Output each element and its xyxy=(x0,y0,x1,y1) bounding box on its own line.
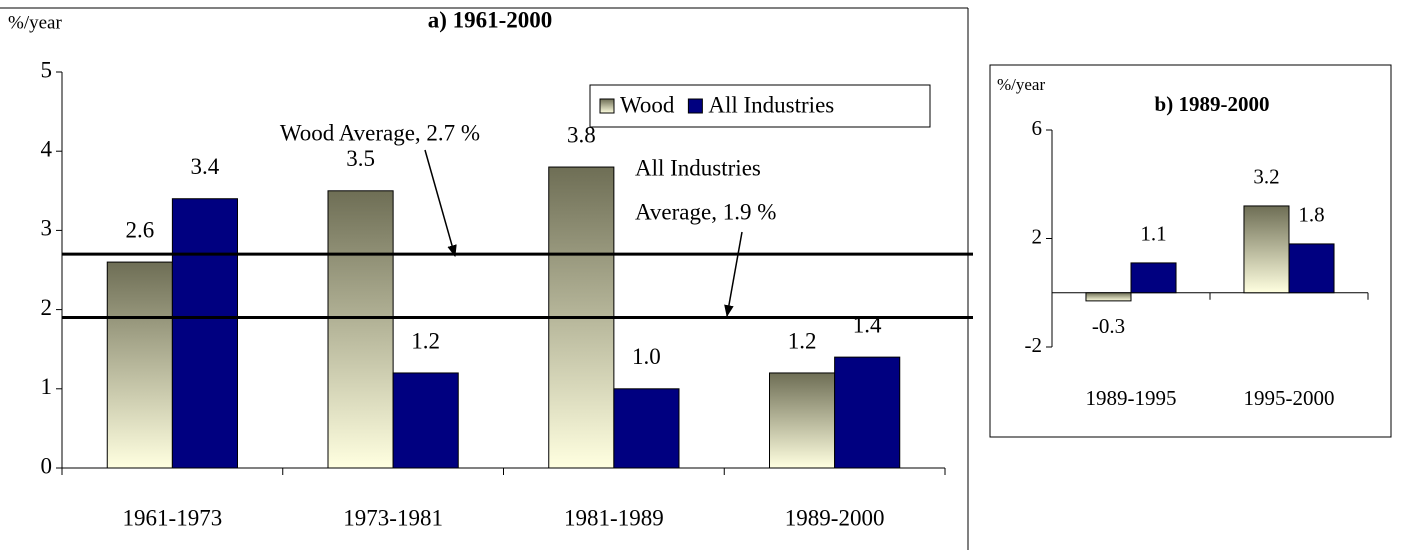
y-tick-label: 1 xyxy=(41,374,53,399)
bar xyxy=(613,388,680,469)
data-label: 1.1 xyxy=(1140,221,1166,245)
annotation: Wood Average, 2.7 % xyxy=(280,120,480,145)
y-axis-label: %/year xyxy=(997,75,1045,94)
y-tick-label: 2 xyxy=(41,295,53,320)
bar xyxy=(1288,243,1335,294)
frame xyxy=(989,64,1392,438)
data-label: 3.4 xyxy=(191,154,220,179)
x-tick-label: 1961-1973 xyxy=(123,505,223,530)
chart-title: b) 1989-2000 xyxy=(1155,92,1270,116)
y-axis-label: %/year xyxy=(8,12,62,33)
bar xyxy=(1085,292,1132,302)
x-tick-label: 1973-1981 xyxy=(343,505,443,530)
y-tick-label: 6 xyxy=(1032,116,1043,140)
data-label: 1.8 xyxy=(1298,202,1324,226)
bar xyxy=(106,261,173,469)
legend-swatch xyxy=(687,98,703,114)
legend-label: All Industries xyxy=(708,92,834,117)
x-tick-label: 1989-1995 xyxy=(1086,386,1177,410)
bar xyxy=(392,372,459,469)
y-tick-label: 0 xyxy=(41,453,53,478)
y-tick-label: 2 xyxy=(1032,224,1043,248)
annotation-arrow xyxy=(724,231,743,318)
x-tick-label: 1989-2000 xyxy=(785,505,885,530)
bar xyxy=(327,190,394,469)
y-tick-label: 5 xyxy=(41,57,53,82)
data-label: -0.3 xyxy=(1092,314,1125,338)
legend-swatch xyxy=(599,98,615,114)
legend-box xyxy=(589,84,931,128)
bar xyxy=(171,198,238,469)
x-tick-label: 1981-1989 xyxy=(564,505,664,530)
data-label: 1.2 xyxy=(411,328,440,353)
data-label: 1.0 xyxy=(632,344,661,369)
bar xyxy=(834,356,901,469)
y-tick-label: 4 xyxy=(41,136,53,161)
data-label: 1.2 xyxy=(788,328,817,353)
annotation: All Industries xyxy=(635,155,761,180)
legend-label: Wood xyxy=(620,92,675,117)
bar xyxy=(1243,205,1290,294)
x-tick-label: 1995-2000 xyxy=(1244,386,1335,410)
annotation: Average, 1.9 % xyxy=(635,199,776,224)
chart-title: a) 1961-2000 xyxy=(428,7,553,32)
bar xyxy=(769,372,836,469)
data-label: 3.5 xyxy=(346,146,375,171)
y-tick-label: -2 xyxy=(1025,333,1043,357)
data-label: 3.2 xyxy=(1253,164,1279,188)
data-label: 2.6 xyxy=(125,217,154,242)
bar xyxy=(1130,262,1177,294)
annotation-arrow xyxy=(424,149,457,258)
y-tick-label: 3 xyxy=(41,216,53,241)
